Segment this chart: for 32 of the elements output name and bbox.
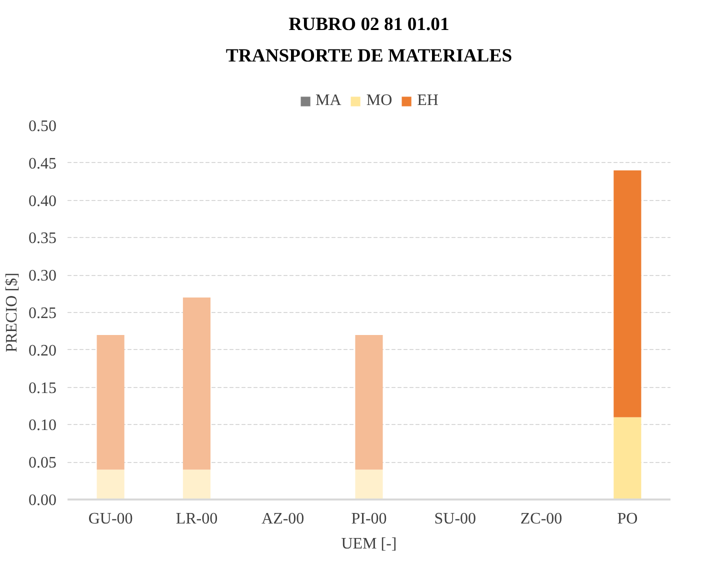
y-tick-label: 0.00 bbox=[28, 492, 56, 509]
x-axis-title: UEM [-] bbox=[341, 536, 397, 552]
y-tick-label: 0.20 bbox=[28, 342, 56, 360]
legend-label: EH bbox=[417, 92, 438, 110]
bar bbox=[182, 470, 210, 500]
legend-label: MA bbox=[316, 92, 342, 110]
y-tick-label: 0.45 bbox=[28, 155, 56, 172]
bar bbox=[355, 470, 383, 500]
y-tick-label: 0.05 bbox=[28, 454, 56, 472]
chart-title: RUBRO 02 81 01.01 TRANSPORTE DE MATERIALES bbox=[226, 14, 512, 66]
x-tick-label: PO bbox=[617, 510, 638, 528]
x-tick-label: SU-00 bbox=[434, 510, 476, 528]
x-tick-label: ZC-00 bbox=[520, 510, 562, 528]
y-tick-label: 0.30 bbox=[28, 268, 56, 285]
y-tick-label: 0.25 bbox=[28, 305, 56, 322]
y-tick-label: 0.40 bbox=[28, 192, 56, 210]
bar bbox=[96, 470, 124, 500]
y-tick-label: 0.15 bbox=[28, 380, 56, 397]
y-tick-label: 0.10 bbox=[28, 417, 56, 434]
y-tick-label: 0.35 bbox=[28, 230, 56, 248]
x-tick-label: PI-00 bbox=[351, 510, 387, 528]
bar bbox=[182, 298, 210, 470]
bar bbox=[614, 170, 642, 418]
x-tick-label: GU-00 bbox=[88, 510, 133, 528]
bar bbox=[355, 334, 383, 470]
y-tick-label: 0.50 bbox=[28, 118, 56, 135]
bar bbox=[614, 417, 642, 500]
x-tick-label: AZ-00 bbox=[262, 510, 304, 528]
x-tick-label: LR-00 bbox=[176, 510, 218, 528]
y-axis-title: PRECIO [$] bbox=[4, 272, 20, 352]
bar bbox=[96, 334, 124, 470]
legend-label: MO bbox=[366, 92, 392, 110]
